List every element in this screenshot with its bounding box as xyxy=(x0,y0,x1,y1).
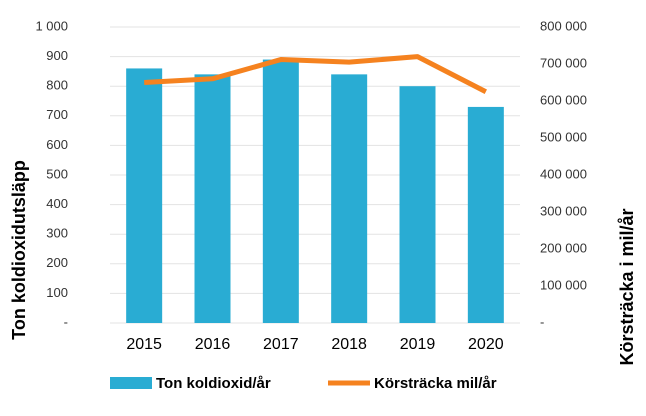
x-tick-label: 2019 xyxy=(400,336,436,353)
y-tick-label: 500 xyxy=(46,166,68,181)
y-tick-label: 400 xyxy=(46,196,68,211)
y-tick-label: 1 000 xyxy=(35,18,68,33)
bar xyxy=(331,74,368,323)
bar xyxy=(399,86,436,323)
y-tick-label: 200 xyxy=(46,255,68,270)
bar xyxy=(262,59,299,324)
y-tick-label: - xyxy=(64,314,68,329)
y-tick-label: 700 xyxy=(46,107,68,122)
y2-tick-label: 400 000 xyxy=(540,166,587,181)
legend-label: Körsträcka mil/år xyxy=(374,375,497,392)
y2-axis-title: Körsträcka i mil/år xyxy=(617,208,637,365)
y-tick-label: 600 xyxy=(46,137,68,152)
y-tick-label: 300 xyxy=(46,226,68,241)
y-tick-label: 100 xyxy=(46,285,68,300)
y2-tick-label: 300 000 xyxy=(540,203,587,218)
x-tick-label: 2017 xyxy=(263,336,299,353)
y-axis-title: Ton koldioxidutsläpp xyxy=(9,160,29,340)
y2-tick-label: 800 000 xyxy=(540,18,587,33)
bar xyxy=(194,74,231,323)
bar xyxy=(126,68,163,323)
x-tick-label: 2015 xyxy=(126,336,162,353)
y2-tick-label: 500 000 xyxy=(540,129,587,144)
y2-tick-label: 700 000 xyxy=(540,55,587,70)
y2-tick-label: - xyxy=(540,314,544,329)
x-tick-label: 2016 xyxy=(195,336,231,353)
y2-tick-label: 600 000 xyxy=(540,92,587,107)
legend-label: Ton koldioxid/år xyxy=(156,375,271,392)
x-tick-label: 2018 xyxy=(331,336,367,353)
y-tick-label: 800 xyxy=(46,78,68,93)
bar xyxy=(467,106,504,323)
y2-tick-label: 200 000 xyxy=(540,240,587,255)
legend-swatch xyxy=(110,377,152,389)
y2-tick-label: 100 000 xyxy=(540,277,587,292)
y-tick-label: 900 xyxy=(46,48,68,63)
line xyxy=(144,54,487,94)
x-tick-label: 2020 xyxy=(468,336,504,353)
